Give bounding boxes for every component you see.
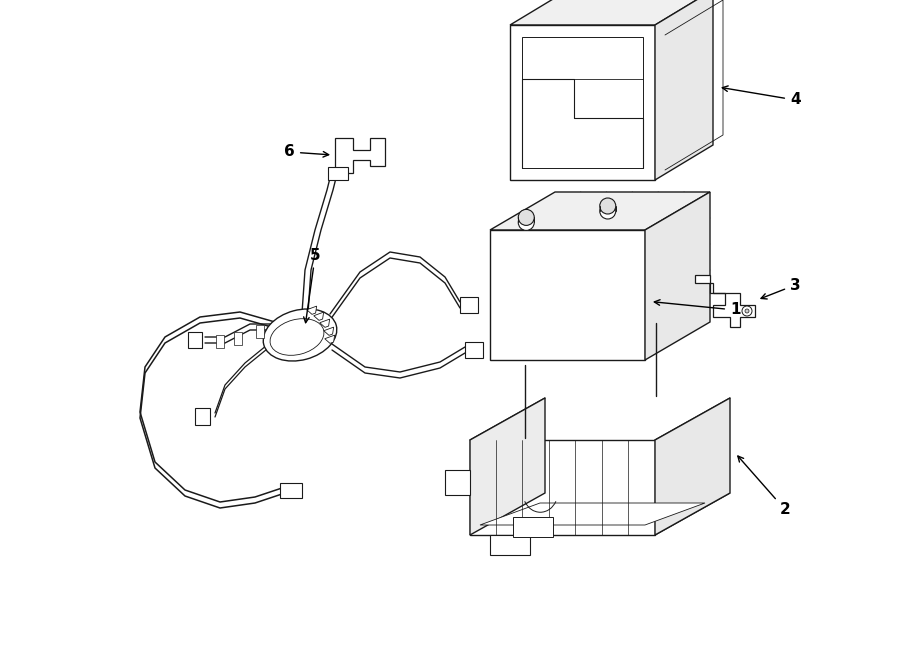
Circle shape <box>518 210 535 225</box>
Text: 4: 4 <box>723 86 801 108</box>
Polygon shape <box>324 327 334 335</box>
Polygon shape <box>234 332 242 345</box>
Polygon shape <box>216 335 224 348</box>
Text: 3: 3 <box>761 278 801 299</box>
Polygon shape <box>195 408 210 425</box>
Polygon shape <box>460 297 478 313</box>
Polygon shape <box>510 25 655 180</box>
Polygon shape <box>280 483 302 498</box>
Text: 2: 2 <box>738 456 791 518</box>
Polygon shape <box>480 503 705 525</box>
Polygon shape <box>490 535 530 555</box>
Polygon shape <box>328 167 348 180</box>
Polygon shape <box>655 0 713 180</box>
Polygon shape <box>522 37 643 168</box>
Polygon shape <box>695 275 755 327</box>
Polygon shape <box>256 325 264 338</box>
Polygon shape <box>307 306 317 315</box>
Polygon shape <box>325 335 335 343</box>
Polygon shape <box>512 518 553 537</box>
Polygon shape <box>655 398 730 535</box>
Polygon shape <box>470 440 655 535</box>
Polygon shape <box>490 192 710 230</box>
Text: 5: 5 <box>303 247 320 323</box>
Polygon shape <box>470 398 545 535</box>
Polygon shape <box>645 192 710 360</box>
Circle shape <box>599 203 616 219</box>
Polygon shape <box>314 312 324 321</box>
Circle shape <box>599 198 616 214</box>
Text: 1: 1 <box>654 299 741 317</box>
Polygon shape <box>445 470 470 495</box>
Circle shape <box>745 309 749 313</box>
Circle shape <box>742 306 752 316</box>
Polygon shape <box>510 0 713 25</box>
Polygon shape <box>335 138 385 173</box>
Polygon shape <box>490 230 645 360</box>
Circle shape <box>518 214 535 231</box>
Text: 6: 6 <box>284 145 328 159</box>
Polygon shape <box>188 332 202 348</box>
Ellipse shape <box>270 319 324 356</box>
Polygon shape <box>320 319 329 327</box>
Polygon shape <box>470 493 730 535</box>
Polygon shape <box>465 342 483 358</box>
Ellipse shape <box>263 309 337 361</box>
